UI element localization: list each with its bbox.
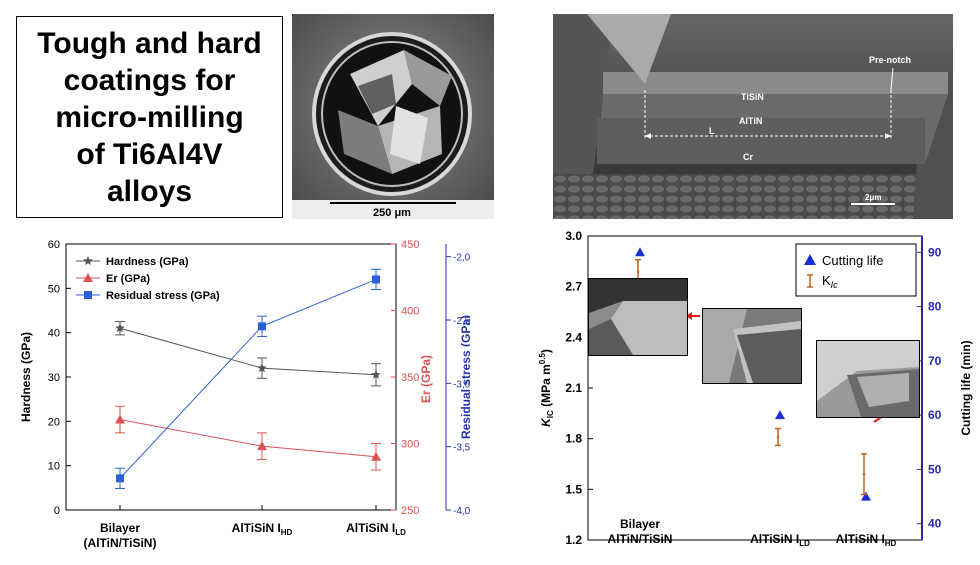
altin-label: AlTiN: [739, 116, 762, 126]
kic-point: [776, 435, 780, 439]
left-tick-label: 40: [48, 328, 60, 340]
right-tick-label: 60: [928, 408, 942, 422]
title-line: coatings for: [63, 63, 236, 97]
right1-tick-label: 300: [401, 439, 419, 451]
right1-tick-label: 350: [401, 372, 419, 384]
data-point: [115, 414, 125, 424]
left-tick-label: 30: [48, 372, 60, 384]
data-point: [257, 363, 267, 373]
tisin-label: TiSiN: [741, 92, 764, 102]
legend-marker: [84, 291, 92, 299]
scale-label: 250 μm: [373, 207, 411, 219]
x-tick-label: (AlTiN/TiSiN): [84, 536, 157, 550]
legend-marker: [83, 273, 93, 282]
data-point: [258, 322, 266, 331]
x-tick-label: AlTiSiN IHD: [232, 521, 293, 537]
x-tick-label: AlTiN/TiSiN: [608, 532, 673, 546]
left-tick-label: 20: [48, 416, 60, 428]
right2-tick-label: -4,0: [453, 506, 470, 517]
right-axis-label: Cutting life (min): [959, 340, 973, 435]
scale-label: 2μm: [865, 193, 881, 202]
fracture-inset-3: [816, 340, 920, 418]
right-tick-label: 40: [928, 517, 942, 531]
x-tick-label: AlTiSiN IHD: [836, 532, 897, 548]
series-line: [119, 419, 377, 458]
title-text: Tough and hard coatings for micro-millin…: [37, 25, 261, 210]
cutting-life-point: [861, 491, 871, 501]
left-tick-label: 2.1: [565, 381, 582, 395]
fracture-inset-1: [588, 278, 688, 356]
left-axis-label: KIC (MPa m0.5): [538, 349, 555, 427]
series-line: [119, 279, 377, 479]
right-tick-label: 50: [928, 462, 942, 476]
series-square: [115, 268, 381, 489]
data-point: [115, 323, 125, 333]
left-tick-label: 10: [48, 461, 60, 473]
right-tick-label: 90: [928, 245, 942, 259]
x-tick-label: Bilayer: [100, 521, 140, 535]
right1-axis-label: Er (GPa): [419, 355, 433, 403]
right-tick-label: 70: [928, 354, 942, 368]
data-point: [371, 369, 381, 379]
right2-tick-label: -3,0: [453, 379, 470, 390]
right1-tick-label: 450: [401, 239, 419, 251]
data-point: [116, 474, 124, 483]
length-label: L: [709, 126, 715, 136]
right2-tick-label: -2,0: [453, 253, 470, 264]
fracture-toughness-chart: 1.2 1.5 1.8 2.1 2.4 2.7 3.0 40 50 60 70 80 90 KIC (MP…: [520, 224, 980, 560]
legend-label: Cutting life: [822, 253, 883, 268]
series-star: [115, 321, 381, 387]
left-tick-label: 60: [48, 239, 60, 251]
left-tick-label: 1.5: [565, 482, 582, 496]
sem-cantilever-image: Pre-notch TiSiN AlTiN L Cr 2μm: [553, 14, 953, 219]
pre-notch-label: Pre-notch: [869, 55, 911, 65]
right1-tick-label: 250: [401, 505, 419, 517]
series-line: [119, 327, 377, 376]
cutting-life-point: [635, 247, 645, 257]
left-axis-label: Hardness (GPa): [19, 332, 33, 422]
data-point: [371, 451, 381, 461]
title-line: of Ti6Al4V: [76, 137, 223, 171]
left-tick-label: 2.4: [565, 330, 582, 344]
legend-marker: [83, 256, 93, 265]
kic-point: [636, 270, 640, 273]
kic-point: [862, 472, 866, 476]
legend-box: [795, 243, 917, 297]
legend-marker: [804, 254, 816, 265]
left-tick-label: 1.2: [565, 533, 582, 547]
legend-label: Er (GPa): [106, 273, 150, 285]
title-line: micro-milling: [55, 100, 244, 134]
right2-axis-label: Residual stress (GPa): [459, 315, 470, 439]
data-point: [257, 441, 267, 451]
cr-label: Cr: [743, 152, 753, 162]
left-tick-label: 2.7: [565, 280, 582, 294]
inset-arrow-head: [686, 312, 692, 320]
title-box: Tough and hard coatings for micro-millin…: [16, 16, 283, 218]
mechanical-properties-chart: 0 10 20 30 40 50 60 250 300 350 400 450 -4,0 -3,5 -3,0…: [0, 224, 473, 560]
title-line: alloys: [106, 174, 193, 208]
right-tick-label: 80: [928, 300, 942, 314]
right2-tick-label: -2,5: [453, 316, 470, 327]
legend-label: Hardness (GPa): [106, 256, 189, 268]
right1-tick-label: 400: [401, 306, 419, 318]
data-point: [372, 275, 380, 284]
series-triangle: [115, 405, 381, 471]
left-tick-label: 0: [54, 505, 60, 517]
left-tick-label: 1.8: [565, 432, 582, 446]
chart-svg: 1.2 1.5 1.8 2.1 2.4 2.7 3.0 40 50 60 70 80 90 KIC (MP…: [538, 229, 973, 548]
fracture-inset-2: [702, 308, 802, 384]
x-tick-label: AlTiSiN ILD: [750, 532, 810, 548]
x-tick-label: AlTiSiN ILD: [346, 521, 406, 537]
right2-tick-label: -3,5: [453, 443, 470, 454]
sem-tool-image: 250 μm: [292, 14, 494, 219]
title-line: Tough and hard: [37, 26, 262, 60]
cutting-life-point: [775, 410, 785, 420]
left-tick-label: 3.0: [565, 229, 582, 243]
legend-label: Residual stress (GPa): [106, 290, 220, 302]
legend-label: KIc: [822, 273, 838, 290]
left-tick-label: 50: [48, 283, 60, 295]
x-tick-label: Bilayer: [620, 517, 660, 531]
chart-svg: 0 10 20 30 40 50 60 250 300 350 400 450 -4,0 -3,5 -3,0…: [19, 239, 473, 550]
